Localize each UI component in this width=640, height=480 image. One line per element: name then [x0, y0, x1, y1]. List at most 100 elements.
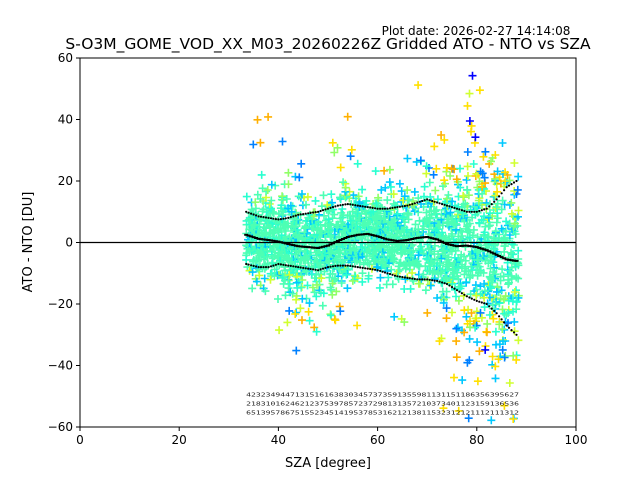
- scatter-point: [491, 174, 500, 183]
- scatter-point: [353, 209, 362, 218]
- lower-band-marker: [267, 266, 270, 269]
- median-marker: [492, 252, 497, 255]
- upper-band-marker: [393, 206, 397, 209]
- scatter-point: [461, 199, 470, 208]
- scatter-point: [513, 185, 522, 194]
- scatter-point: [422, 169, 431, 178]
- upper-band-marker: [450, 206, 454, 209]
- lower-band-marker: [274, 263, 277, 266]
- scatter-point: [315, 262, 324, 271]
- median-marker: [499, 256, 504, 259]
- scatter-point: [355, 198, 364, 206]
- median-marker: [283, 242, 288, 245]
- lower-band-marker: [277, 262, 280, 266]
- scatter-point: [431, 207, 440, 216]
- scatter-point: [467, 309, 476, 317]
- upper-band-marker: [282, 217, 285, 220]
- median-marker: [477, 246, 482, 249]
- scatter-point: [258, 184, 267, 193]
- scatter-point: [438, 247, 447, 256]
- scatter-point: [328, 214, 337, 223]
- scatter-point: [443, 194, 451, 203]
- scatter-point: [390, 312, 399, 321]
- scatter-point: [511, 262, 520, 271]
- median-marker: [296, 245, 301, 248]
- scatter-point: [425, 178, 434, 187]
- scatter-point: [397, 249, 406, 258]
- lower-band-marker: [423, 278, 426, 281]
- scatter-point: [514, 172, 523, 181]
- scatter-point: [318, 301, 327, 310]
- lower-band-marker: [413, 277, 416, 281]
- scatter-point: [242, 192, 251, 201]
- upper-band-marker: [284, 217, 287, 220]
- scatter-point: [463, 358, 472, 367]
- scatter-point: [416, 237, 425, 246]
- scatter-point: [493, 199, 502, 208]
- median-marker: [288, 243, 293, 246]
- lower-band-marker: [374, 268, 377, 271]
- scatter-point: [327, 311, 336, 320]
- upper-band-marker: [269, 217, 273, 220]
- scatter-point: [252, 277, 261, 286]
- lower-band-marker: [331, 265, 335, 268]
- scatter-point: [313, 280, 321, 289]
- scatter-point: [398, 212, 407, 221]
- upper-band-marker: [507, 184, 511, 187]
- scatter-point: [305, 299, 314, 308]
- scatter-point: [498, 325, 507, 333]
- scatter-point: [387, 265, 396, 274]
- scatter-point: [400, 318, 409, 327]
- median-marker: [298, 245, 303, 248]
- upper-band-marker: [297, 213, 300, 216]
- upper-band-marker: [463, 209, 466, 213]
- scatter-point: [381, 263, 390, 272]
- lower-band-marker: [289, 264, 292, 267]
- lower-band-marker: [391, 273, 394, 276]
- median-marker: [397, 239, 402, 242]
- upper-band-marker: [339, 204, 342, 207]
- scatter-point: [242, 255, 251, 264]
- median-marker: [507, 258, 511, 261]
- median-marker: [244, 233, 249, 236]
- scatter-point: [438, 287, 447, 296]
- scatter-point: [471, 202, 480, 211]
- scatter-point: [253, 115, 262, 124]
- median-marker: [261, 238, 266, 241]
- scatter-point: [471, 133, 480, 142]
- scatter-point: [495, 320, 504, 329]
- scatter-point: [514, 246, 523, 255]
- lower-band-marker: [426, 278, 429, 281]
- scatter-point: [257, 170, 266, 179]
- median-marker: [328, 243, 333, 246]
- lower-band-marker: [455, 289, 459, 292]
- upper-band-marker: [302, 213, 305, 216]
- x-tick-label: 20: [172, 433, 187, 447]
- scatter-point: [358, 185, 367, 194]
- scatter-point: [504, 296, 513, 305]
- scatter-point: [364, 274, 373, 283]
- scatter-point: [267, 204, 275, 213]
- lower-band-marker: [398, 275, 401, 278]
- count-row: 4232349447131516163830345737359135598113…: [246, 392, 519, 398]
- scatter-point: [337, 218, 346, 226]
- upper-band-marker: [418, 200, 421, 203]
- scatter-point: [493, 187, 502, 196]
- median-marker: [427, 236, 432, 239]
- median-marker: [472, 245, 477, 248]
- scatter-point: [468, 71, 477, 80]
- upper-band-marker: [366, 206, 369, 209]
- y-tick-label: −20: [48, 297, 73, 311]
- scatter-point: [348, 276, 357, 285]
- upper-band-marker: [383, 207, 387, 210]
- upper-band-marker: [289, 216, 292, 219]
- lower-band-marker: [408, 277, 411, 280]
- scatter-point: [256, 138, 265, 147]
- scatter-point: [393, 209, 402, 218]
- scatter-point: [465, 273, 474, 282]
- median-marker: [445, 243, 449, 245]
- scatter-point: [337, 279, 346, 287]
- upper-band-marker: [416, 201, 419, 204]
- scatter-point: [293, 283, 302, 292]
- lower-band-marker: [302, 266, 305, 269]
